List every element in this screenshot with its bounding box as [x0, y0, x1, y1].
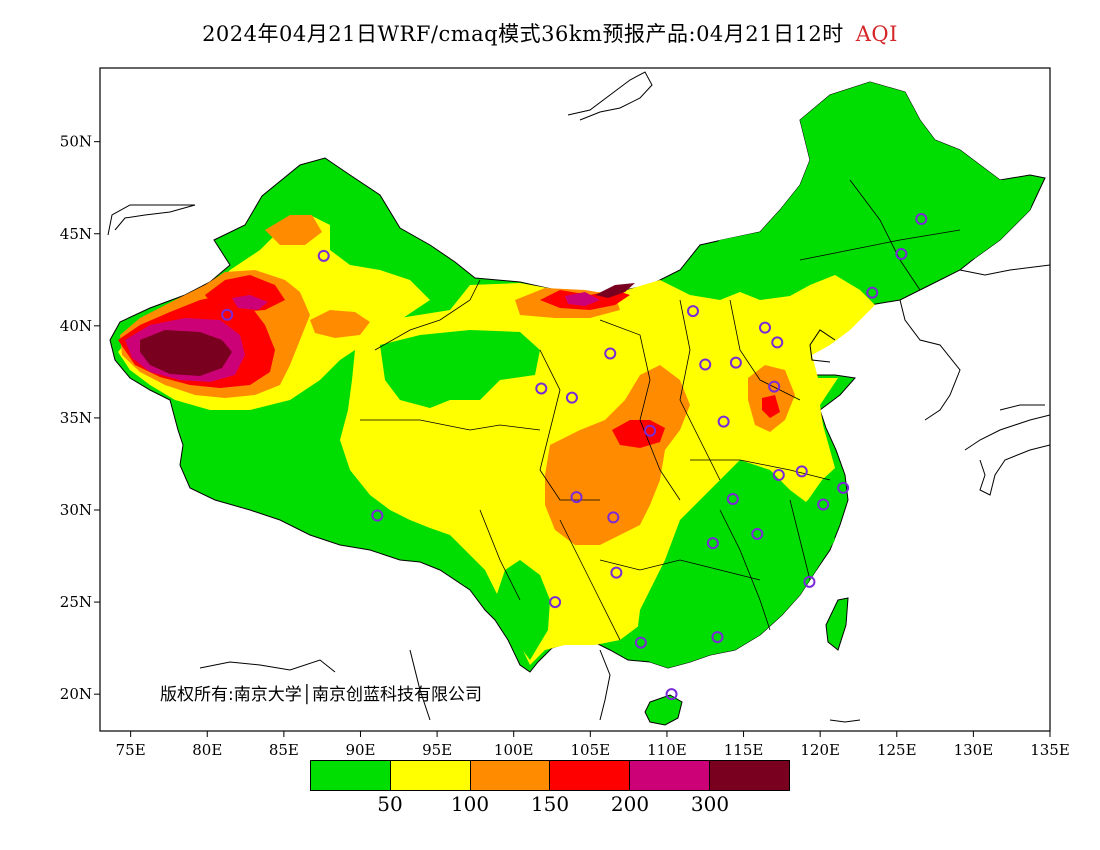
station-marker [610, 566, 623, 579]
zone-usg-north-xj [265, 215, 322, 245]
station-marker [644, 424, 657, 437]
station-marker [665, 688, 678, 701]
lon-tick-label: 75E [116, 741, 146, 759]
lat-tick-label: 25N [60, 593, 92, 611]
monitoring-stations [221, 213, 928, 701]
lon-tick-label: 85E [269, 741, 299, 759]
lat-tick-label: 20N [60, 685, 92, 703]
lon-tick-label: 125E [877, 741, 917, 759]
station-marker [866, 286, 879, 299]
hainan-island [644, 694, 683, 726]
station-marker [729, 356, 742, 369]
station-marker [837, 481, 850, 494]
map-title: 2024年04月21日WRF/cmaq模式36km预报产品:04月21日12时 A… [0, 18, 1100, 48]
station-marker [803, 575, 816, 588]
legend-swatch-good [311, 761, 391, 790]
lat-tick-label: 30N [60, 501, 92, 519]
lon-tick-label: 115E [724, 741, 764, 759]
legend-tick: 300 [690, 792, 730, 816]
lon-tick-label: 90E [345, 741, 375, 759]
zone-unhealthy-hebei [762, 395, 780, 418]
station-marker [570, 491, 583, 504]
lon-tick-label: 110E [647, 741, 687, 759]
station-marker [634, 636, 647, 649]
taiwan-island [825, 597, 849, 651]
lon-tick-label: 105E [571, 741, 611, 759]
map-frame [99, 67, 1051, 732]
station-marker [711, 631, 724, 644]
station-marker [535, 382, 548, 395]
legend-swatch-hazardous [710, 761, 789, 790]
legend-swatch-moderate [390, 761, 471, 790]
zone-very-unhealthy-north [232, 295, 268, 310]
zone-usg-kumul [310, 310, 370, 338]
station-marker [706, 537, 719, 550]
zone-hazardous [140, 330, 232, 376]
color-legend [310, 760, 790, 791]
legend-ticks: 50 100 150 200 300 [0, 792, 1100, 816]
lon-tick-label: 100E [494, 741, 534, 759]
zone-good-south [635, 460, 835, 668]
legend-tick: 50 [377, 792, 403, 816]
legend-tick: 100 [450, 792, 490, 816]
variable-label: AQI [855, 22, 898, 46]
station-marker [549, 596, 562, 609]
station-marker [795, 465, 808, 478]
lon-tick-label: 135E [1030, 741, 1070, 759]
station-marker [717, 415, 730, 428]
lon-tick-label: 80E [192, 741, 222, 759]
station-marker [221, 308, 234, 321]
zone-hazardous-border [595, 283, 635, 298]
province-boundaries [360, 179, 961, 641]
legend-tick: 150 [530, 792, 570, 816]
axis-ticks [94, 141, 1051, 737]
zone-very-unhealthy-border [565, 292, 600, 306]
zone-good-northeast [690, 82, 1040, 292]
station-marker [768, 380, 781, 393]
station-marker [726, 492, 739, 505]
coastlines [107, 71, 1050, 723]
legend-swatch-very-unhealthy [630, 761, 711, 790]
station-marker [772, 469, 785, 482]
lat-tick-label: 40N [60, 317, 92, 335]
legend-swatch-unhealthy [550, 761, 631, 790]
station-marker [607, 511, 620, 524]
station-marker [317, 249, 330, 262]
station-marker [751, 527, 764, 540]
station-marker [915, 213, 928, 226]
station-marker [699, 358, 712, 371]
station-marker [771, 336, 784, 349]
copyright-notice: 版权所有:南京大学│南京创蓝科技有限公司 [160, 685, 482, 705]
station-marker [371, 509, 384, 522]
station-marker [895, 248, 908, 261]
lon-tick-label: 95E [422, 741, 452, 759]
lon-tick-label: 120E [800, 741, 840, 759]
station-marker [686, 305, 699, 318]
station-marker [604, 347, 617, 360]
lat-tick-label: 35N [60, 409, 92, 427]
title-text: 2024年04月21日WRF/cmaq模式36km预报产品:04月21日12时 [202, 22, 844, 46]
lon-tick-label: 130E [954, 741, 994, 759]
axis-labels: 50N 45N 40N 35N 30N 25N 20N 75E 80E 85E 90E 95E 100E… [60, 133, 1070, 759]
lat-tick-label: 45N [60, 225, 92, 243]
zone-good-southwest [495, 560, 550, 660]
lat-tick-label: 50N [60, 133, 92, 151]
station-marker [759, 321, 771, 334]
station-marker [565, 391, 578, 404]
zone-good-qinghai [380, 330, 540, 408]
legend-swatch-usg [470, 761, 551, 790]
station-marker [817, 498, 830, 511]
legend-tick: 200 [610, 792, 650, 816]
